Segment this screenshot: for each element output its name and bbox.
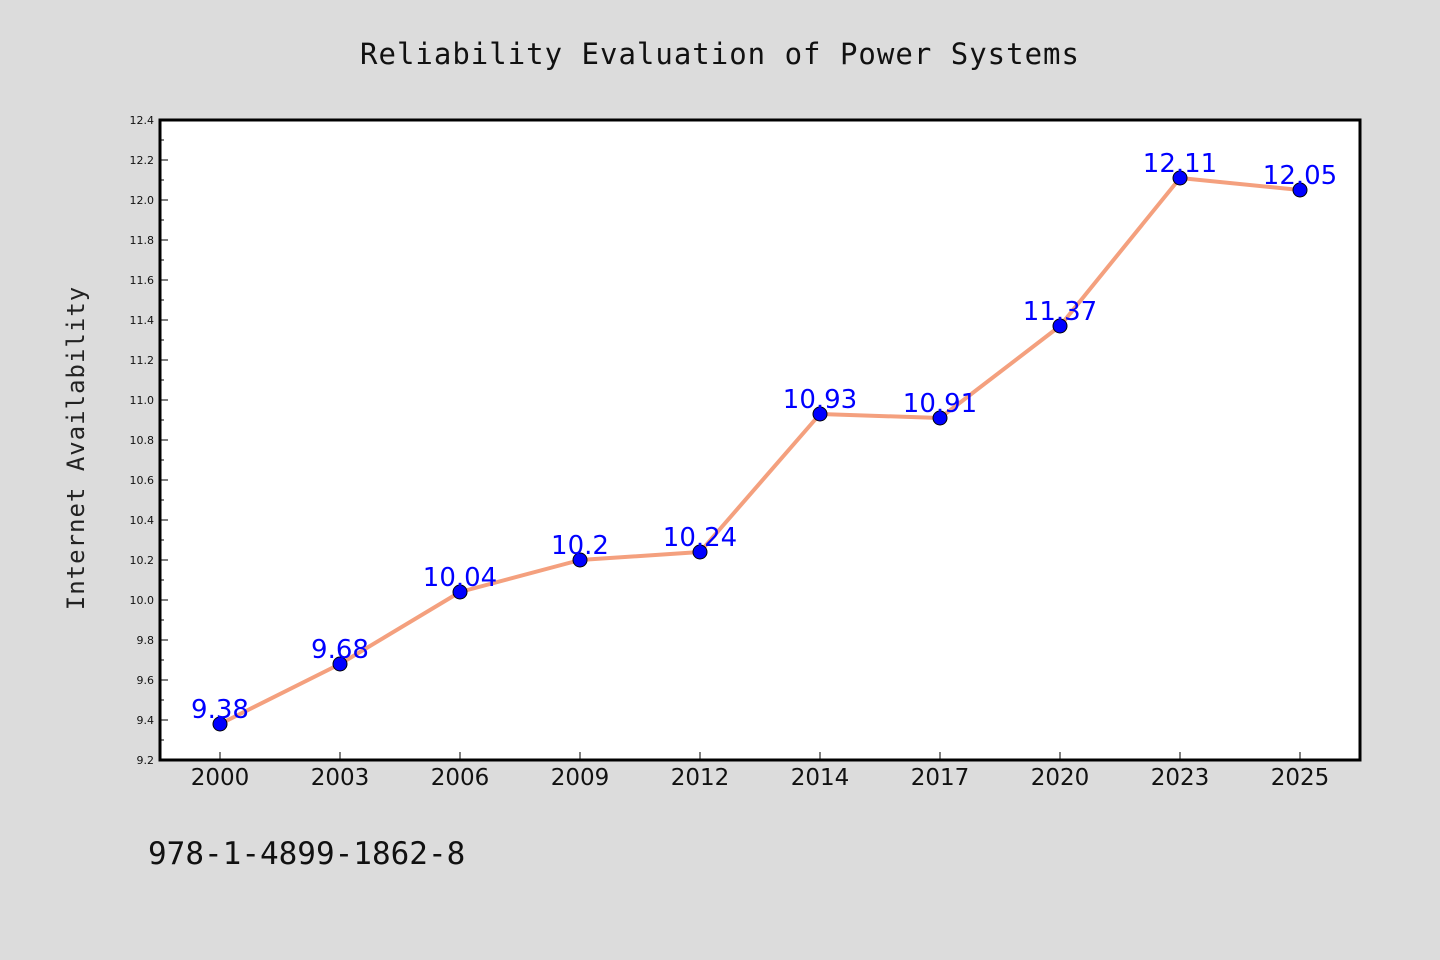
data-label: 10.93: [783, 385, 857, 415]
data-label: 12.11: [1143, 149, 1217, 179]
x-tick-label: 2009: [551, 765, 610, 791]
series-line: [218, 176, 1302, 726]
x-tick-label: 2000: [191, 765, 250, 791]
data-label: 11.37: [1023, 297, 1097, 327]
y-axis-label: Internet Availability: [62, 286, 90, 610]
y-tick-label: 11.0: [130, 394, 155, 407]
y-tick-label: 9.8: [137, 634, 155, 647]
data-point: [1172, 170, 1188, 186]
plot-frame: [158, 118, 1362, 762]
data-point: [332, 656, 348, 672]
x-tick-label: 2012: [671, 765, 730, 791]
data-point: [572, 552, 588, 568]
x-tick-label: 2020: [1031, 765, 1090, 791]
data-label: 10.91: [903, 389, 977, 419]
x-tick-label: 2017: [911, 765, 970, 791]
data-point: [692, 544, 708, 560]
data-label: 10.04: [423, 563, 497, 593]
y-tick-label: 12.4: [130, 114, 155, 127]
data-label: 10.24: [663, 523, 737, 553]
series-layer: [212, 170, 1308, 732]
data-point: [452, 584, 468, 600]
data-label-layer: 9.38 9.68 10.04 10.2 10.24 10.93 10.91 11.37 12.…: [191, 149, 1337, 725]
y-tick-label: 12.2: [130, 154, 155, 167]
data-label: 12.05: [1263, 161, 1337, 191]
footnote-isbn: 978-1-4899-1862-8: [148, 836, 465, 872]
x-tick-label: 2023: [1151, 765, 1210, 791]
data-point: [812, 406, 828, 422]
data-label: 9.38: [191, 695, 249, 725]
data-label: 9.68: [311, 635, 369, 665]
y-tick-label: 10.6: [130, 474, 155, 487]
chart-title: Reliability Evaluation of Power Systems: [360, 37, 1080, 71]
data-point: [212, 716, 228, 732]
y-axis: 9.2 9.4 9.6 9.8 10.0 10.2 10.4 10.6 10.8 11.0 11.2…: [130, 114, 168, 767]
y-tick-label: 11.6: [130, 274, 155, 287]
data-point: [932, 410, 948, 426]
y-tick-label: 10.0: [130, 594, 155, 607]
x-axis: 2000 2003 2006 2009 2012 2014 2017 2020 2023 2025: [191, 752, 1330, 791]
y-tick-label: 10.8: [130, 434, 155, 447]
y-tick-label: 10.2: [130, 554, 155, 567]
x-tick-label: 2006: [431, 765, 490, 791]
y-tick-label: 9.2: [137, 754, 155, 767]
x-tick-label: 2014: [791, 765, 850, 791]
x-tick-label: 2003: [311, 765, 370, 791]
x-tick-label: 2025: [1271, 765, 1330, 791]
y-tick-label: 11.8: [130, 234, 155, 247]
data-point: [1292, 182, 1308, 198]
y-tick-label: 9.4: [137, 714, 155, 727]
y-tick-label: 12.0: [130, 194, 155, 207]
y-tick-label: 9.6: [137, 674, 155, 687]
y-tick-label: 11.4: [130, 314, 155, 327]
data-label: 10.2: [551, 531, 609, 561]
data-point: [1052, 318, 1068, 334]
y-tick-label: 10.4: [130, 514, 155, 527]
y-tick-label: 11.2: [130, 354, 155, 367]
